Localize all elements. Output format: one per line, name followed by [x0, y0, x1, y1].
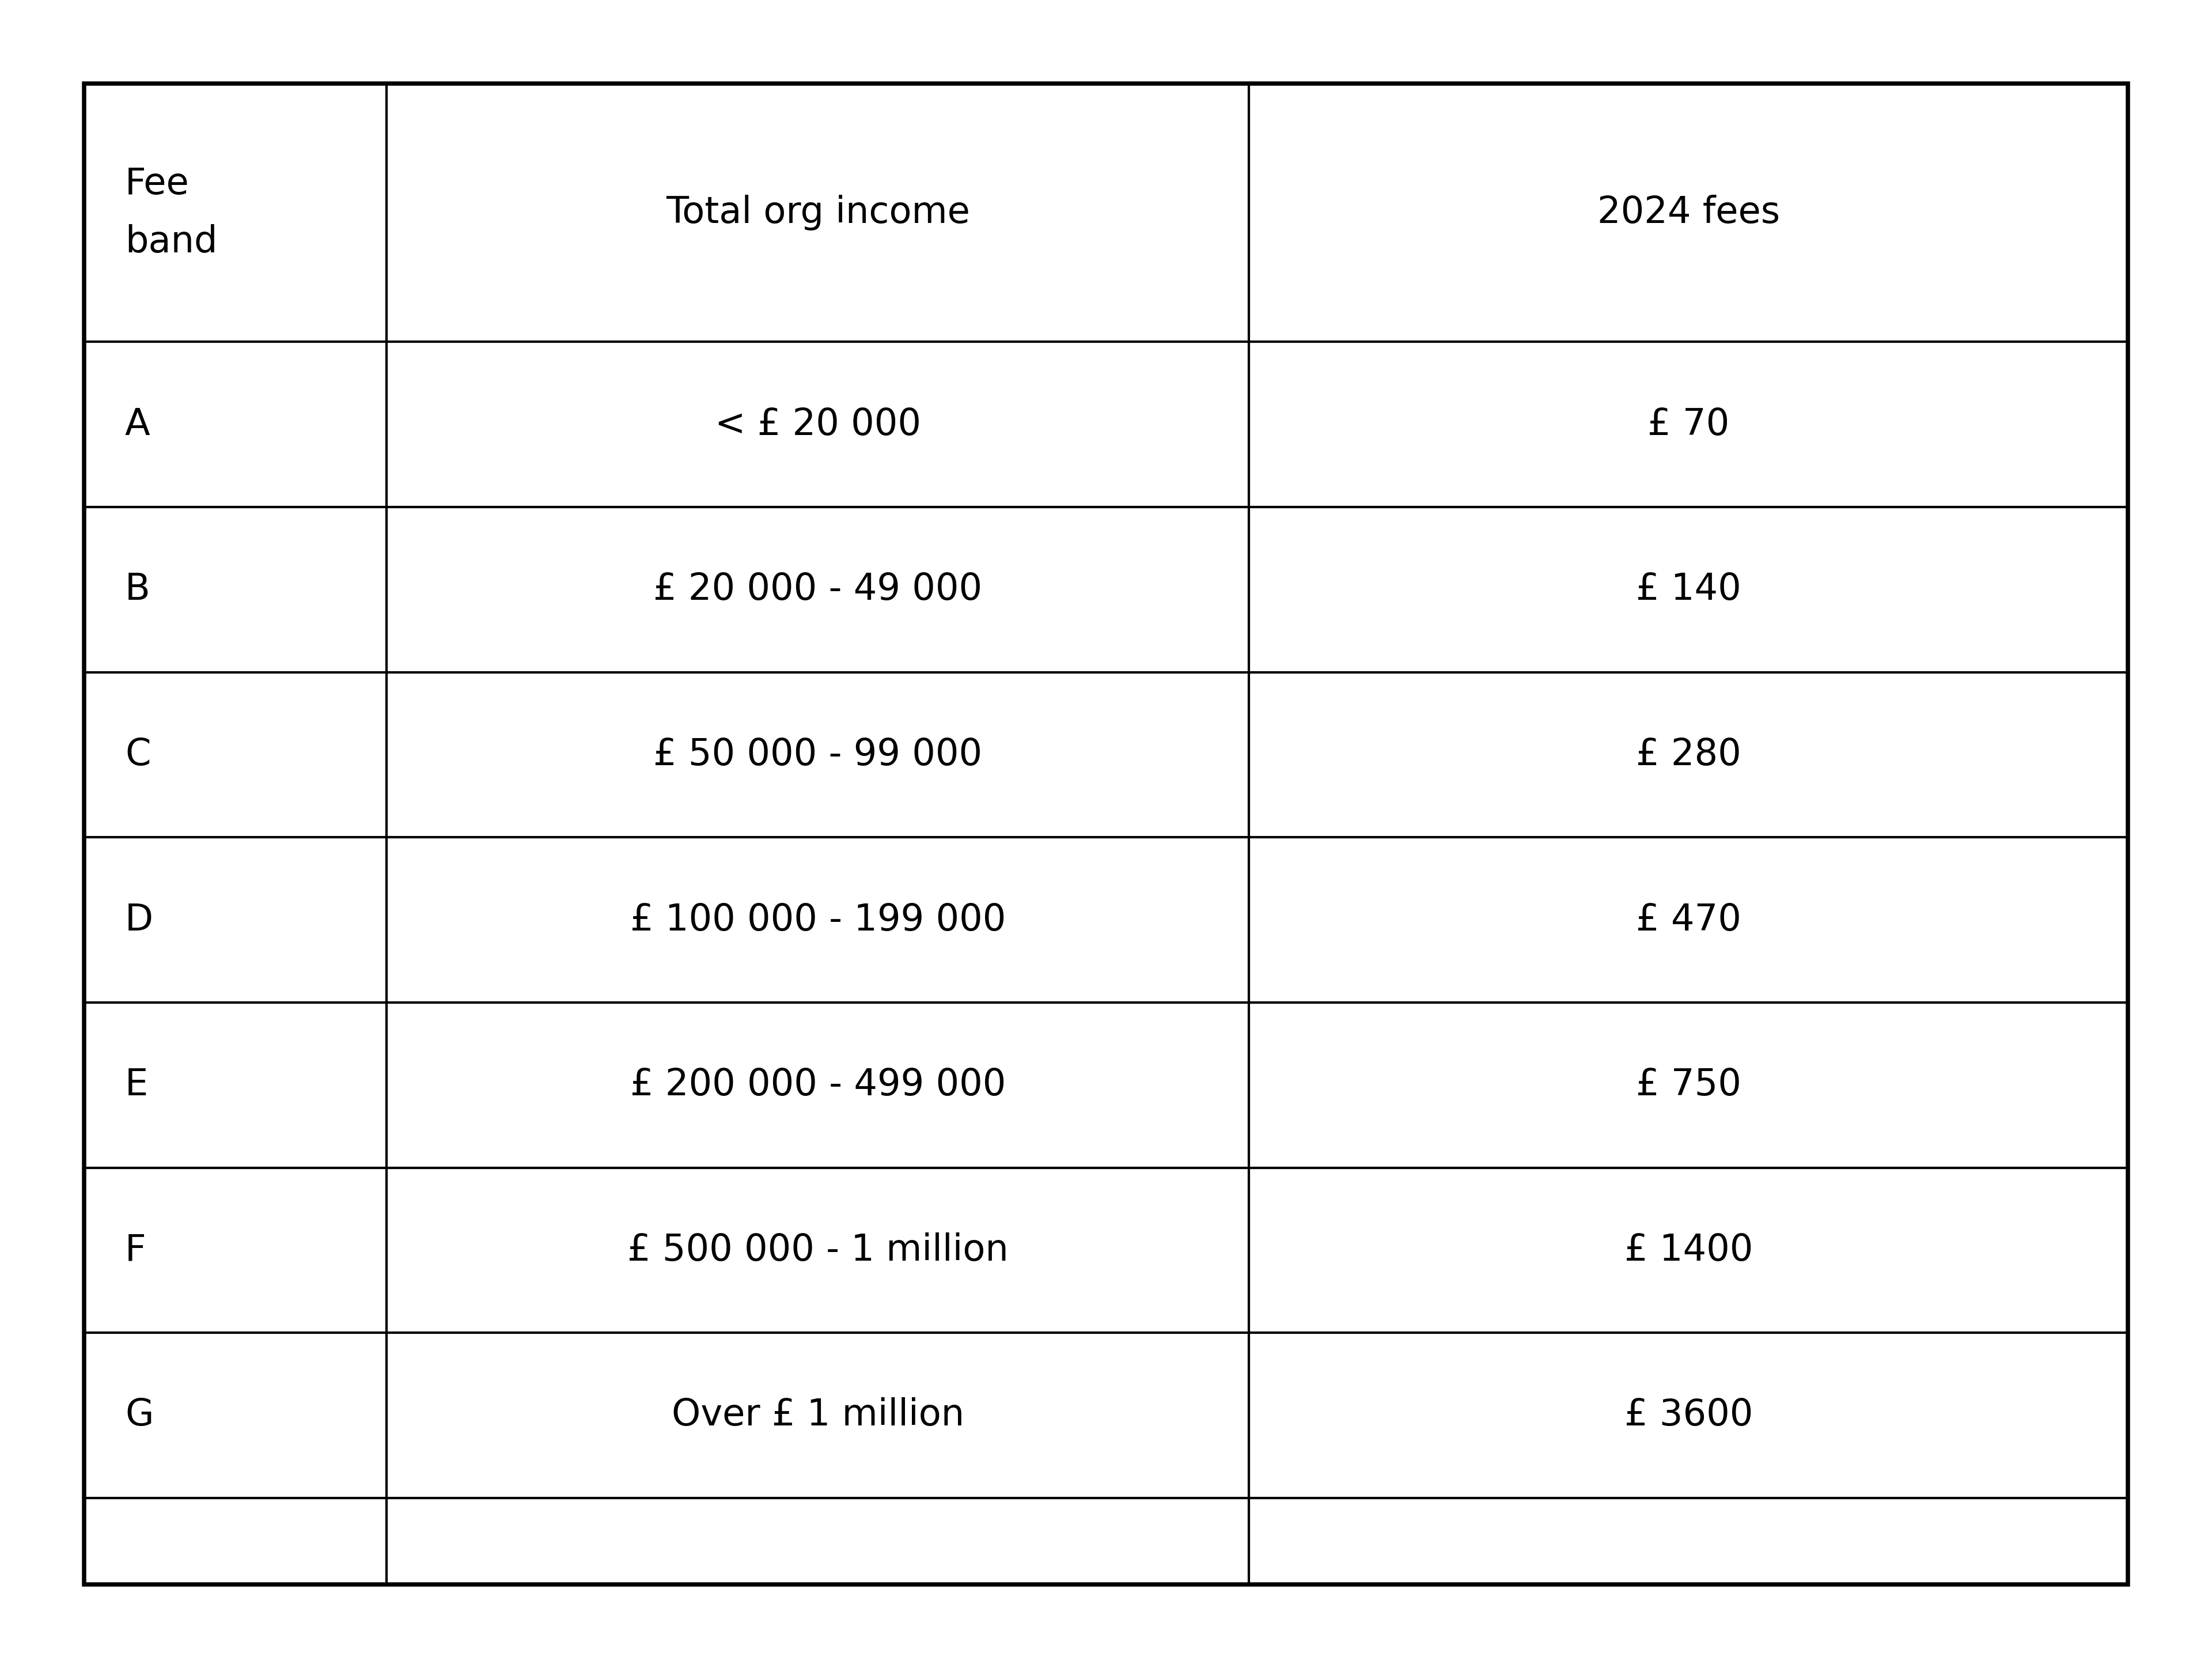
Text: E: E [124, 1068, 148, 1103]
Text: £ 50 000 - 99 000: £ 50 000 - 99 000 [653, 737, 982, 772]
Text: £ 3600: £ 3600 [1624, 1398, 1752, 1433]
Text: £ 280: £ 280 [1637, 737, 1741, 772]
Text: £ 1400: £ 1400 [1624, 1233, 1752, 1268]
Text: Over £ 1 million: Over £ 1 million [672, 1398, 964, 1433]
Bar [84, 83, 2128, 1585]
Text: < £ 20 000: < £ 20 000 [714, 407, 920, 442]
Text: A: A [124, 407, 150, 442]
Text: F: F [124, 1233, 146, 1268]
Text: £ 500 000 - 1 million: £ 500 000 - 1 million [628, 1233, 1009, 1268]
Text: £ 750: £ 750 [1637, 1068, 1741, 1103]
Text: B: B [124, 572, 150, 607]
Text: 2024 fees: 2024 fees [1597, 195, 1781, 230]
Text: £ 140: £ 140 [1637, 572, 1741, 607]
Text: D: D [124, 902, 153, 937]
Text: £ 20 000 - 49 000: £ 20 000 - 49 000 [653, 572, 982, 607]
Text: G: G [124, 1398, 153, 1433]
Text: £ 100 000 - 199 000: £ 100 000 - 199 000 [630, 902, 1006, 937]
Text: £ 470: £ 470 [1637, 902, 1741, 937]
Text: £ 70: £ 70 [1648, 407, 1730, 442]
Text: £ 200 000 - 499 000: £ 200 000 - 499 000 [630, 1068, 1006, 1103]
Text: Fee
band: Fee band [124, 165, 217, 260]
Text: C: C [124, 737, 150, 772]
Text: Total org income: Total org income [666, 195, 969, 230]
